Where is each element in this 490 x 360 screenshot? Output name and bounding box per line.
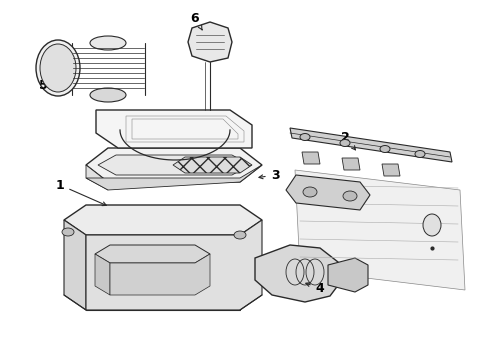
Polygon shape xyxy=(86,220,262,310)
Text: 3: 3 xyxy=(259,168,279,181)
Polygon shape xyxy=(95,245,210,263)
Polygon shape xyxy=(86,148,262,182)
Text: 1: 1 xyxy=(56,179,106,206)
Polygon shape xyxy=(86,165,108,190)
Text: 4: 4 xyxy=(306,282,324,294)
Polygon shape xyxy=(295,170,465,290)
Text: 5: 5 xyxy=(39,75,61,91)
Polygon shape xyxy=(64,205,262,235)
Ellipse shape xyxy=(343,191,357,201)
Polygon shape xyxy=(188,22,232,62)
Ellipse shape xyxy=(90,36,126,50)
Ellipse shape xyxy=(303,187,317,197)
Ellipse shape xyxy=(90,88,126,102)
Text: 2: 2 xyxy=(341,131,355,150)
Ellipse shape xyxy=(300,134,310,140)
Polygon shape xyxy=(302,152,320,164)
Ellipse shape xyxy=(62,228,74,236)
Ellipse shape xyxy=(423,214,441,236)
Polygon shape xyxy=(64,220,86,310)
Polygon shape xyxy=(86,165,262,190)
Polygon shape xyxy=(286,175,370,210)
Ellipse shape xyxy=(380,145,390,153)
Polygon shape xyxy=(96,110,252,148)
Ellipse shape xyxy=(234,231,246,239)
Polygon shape xyxy=(98,155,250,175)
Polygon shape xyxy=(290,128,452,162)
Polygon shape xyxy=(328,258,368,292)
Text: 6: 6 xyxy=(191,12,202,30)
Polygon shape xyxy=(382,164,400,176)
Polygon shape xyxy=(95,254,110,295)
Ellipse shape xyxy=(340,140,350,147)
Polygon shape xyxy=(255,245,342,302)
Polygon shape xyxy=(110,254,210,295)
Ellipse shape xyxy=(40,44,76,92)
Ellipse shape xyxy=(36,40,80,96)
Ellipse shape xyxy=(415,150,425,158)
Polygon shape xyxy=(173,157,252,173)
Polygon shape xyxy=(342,158,360,170)
